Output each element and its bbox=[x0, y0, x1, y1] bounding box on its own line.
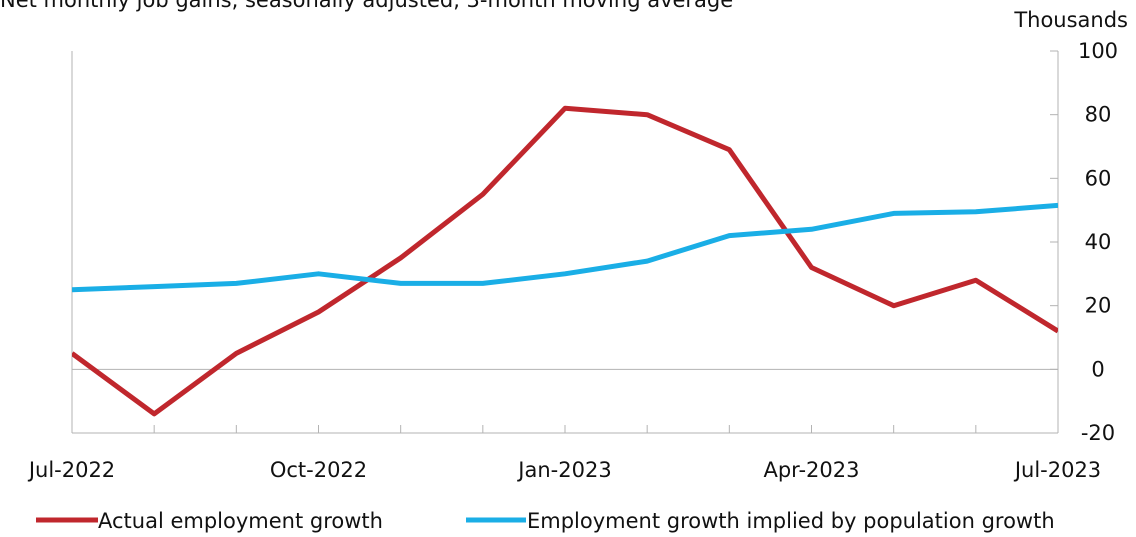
y-tick-label: 80 bbox=[1085, 103, 1112, 127]
series-layer bbox=[71, 105, 1059, 417]
y-axis-unit-label: Thousands bbox=[1013, 8, 1128, 32]
y-tick-label: 20 bbox=[1085, 294, 1112, 318]
series-line-1 bbox=[72, 105, 1058, 417]
x-tick-label: Apr-2023 bbox=[763, 458, 859, 482]
y-tick-label: 0 bbox=[1091, 357, 1104, 381]
legend-label-2: Employment growth implied by population … bbox=[527, 509, 1055, 533]
x-tick-label: Jul-2023 bbox=[1013, 458, 1101, 482]
y-tick-label: 100 bbox=[1078, 39, 1118, 63]
x-tick-label: Oct-2022 bbox=[270, 458, 367, 482]
series-line-2 bbox=[72, 202, 1058, 293]
chart-legend: Actual employment growth Employment growt… bbox=[36, 509, 1055, 533]
x-tick-label: Jul-2022 bbox=[27, 458, 115, 482]
chart-axes: -20 0 20 40 60 80 100 Thousands Jul-2022 Oct-2022… bbox=[27, 8, 1128, 482]
legend-label-1: Actual employment growth bbox=[98, 509, 383, 533]
y-tick-label: 40 bbox=[1085, 230, 1112, 254]
chart-subtitle: Net monthly job gains, seasonally adjust… bbox=[0, 0, 734, 12]
x-tick-label: Jan-2023 bbox=[516, 458, 611, 482]
y-tick-label: -20 bbox=[1081, 421, 1115, 445]
y-tick-label: 60 bbox=[1085, 166, 1112, 190]
